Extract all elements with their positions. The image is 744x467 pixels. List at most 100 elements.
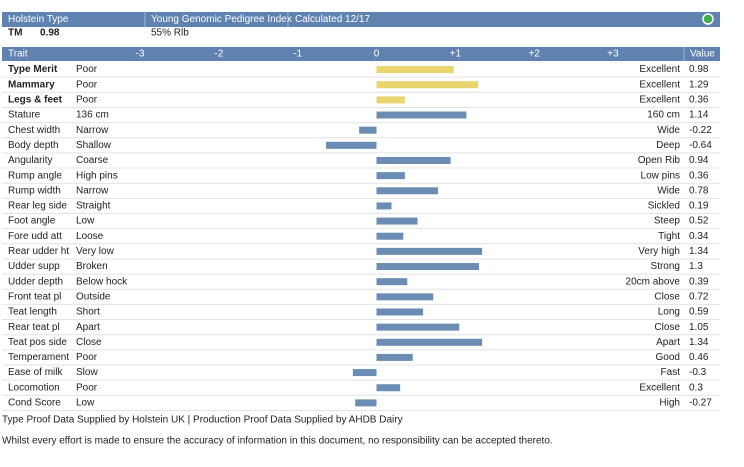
value: 1.14: [689, 110, 709, 121]
value: 1.34: [689, 337, 709, 348]
breed: Holstein Type: [8, 14, 69, 25]
bar: [376, 293, 434, 301]
bar: [376, 217, 418, 225]
bar: [376, 247, 483, 255]
x-tick-label: +1: [450, 49, 462, 60]
low-label: Straight: [76, 201, 111, 212]
low-label: Poor: [76, 95, 98, 106]
bar: [376, 232, 404, 240]
bar: [376, 111, 467, 119]
value: 0.36: [689, 95, 709, 106]
high-label: Excellent: [639, 79, 680, 90]
trait-name: Type Merit: [8, 64, 58, 75]
high-label: Open Rib: [638, 155, 681, 166]
high-label: Excellent: [639, 95, 680, 106]
trait-name: Rear teat pl: [8, 322, 60, 333]
value: 0.78: [689, 185, 709, 196]
value: 1.29: [689, 79, 709, 90]
low-label: Poor: [76, 79, 98, 90]
header-bar: [2, 12, 720, 27]
high-label: Low pins: [641, 170, 680, 181]
high-label: Tight: [658, 231, 680, 242]
low-label: Shallow: [76, 140, 112, 151]
bar: [376, 81, 479, 89]
tm-value: 0.98: [40, 28, 60, 39]
low-label: Poor: [76, 352, 98, 363]
low-label: Very low: [76, 246, 115, 257]
low-label: Broken: [76, 261, 108, 272]
trait-name: Locomotion: [8, 382, 60, 393]
bar: [376, 263, 479, 271]
value-header: Value: [690, 49, 715, 60]
bar: [352, 369, 377, 377]
x-tick-label: -3: [136, 49, 145, 60]
tm-label: TM: [8, 28, 22, 39]
chart-header-bar: [2, 47, 720, 61]
value: 0.59: [689, 307, 709, 318]
trait-name: Rear leg side: [8, 201, 67, 212]
value: 0.3: [689, 382, 703, 393]
low-label: Apart: [76, 322, 100, 333]
high-label: Excellent: [639, 64, 680, 75]
value: -0.3: [689, 367, 707, 378]
bar: [376, 308, 424, 316]
low-label: Slow: [76, 367, 98, 378]
high-label: High: [659, 398, 680, 409]
low-label: Loose: [76, 231, 104, 242]
value: -0.27: [689, 398, 712, 409]
high-label: Apart: [656, 337, 680, 348]
low-label: Narrow: [76, 185, 109, 196]
trait-name: Rump width: [8, 185, 61, 196]
trait-name: Ease of milk: [8, 367, 63, 378]
trait-name: Temperament: [8, 352, 69, 363]
value: 0.39: [689, 276, 709, 287]
high-label: Strong: [651, 261, 680, 272]
value: -0.22: [689, 125, 712, 136]
low-label: Coarse: [76, 155, 109, 166]
high-label: Fast: [661, 367, 681, 378]
bar: [376, 156, 451, 164]
high-label: Good: [656, 352, 680, 363]
bar: [376, 202, 392, 210]
x-tick-label: 0: [374, 49, 380, 60]
bar: [376, 187, 438, 195]
low-label: Outside: [76, 291, 111, 302]
value: 0.46: [689, 352, 709, 363]
sources: Type Proof Data Supplied by Holstein UK …: [2, 415, 403, 426]
x-tick-label: +2: [528, 49, 540, 60]
high-label: 160 cm: [647, 110, 680, 121]
trait-name: Mammary: [8, 79, 55, 90]
trait-name: Teat length: [8, 307, 57, 318]
low-label: Low: [76, 398, 95, 409]
low-label: Narrow: [76, 125, 109, 136]
high-label: Long: [658, 307, 680, 318]
trait-name: Udder depth: [8, 276, 63, 287]
value: -0.64: [689, 140, 712, 151]
trait-name: Foot angle: [8, 216, 56, 227]
low-label: High pins: [76, 170, 118, 181]
index-name: Young Genomic Pedigree Index: [151, 14, 292, 25]
high-label: 20cm above: [626, 276, 681, 287]
high-label: Very high: [638, 246, 680, 257]
bar: [376, 172, 405, 180]
trait-name: Rump angle: [8, 170, 62, 181]
low-label: Below hock: [76, 276, 128, 287]
bar: [355, 399, 377, 407]
bar: [376, 384, 401, 392]
value: 1.34: [689, 246, 709, 257]
high-label: Steep: [654, 216, 681, 227]
value: 1.05: [689, 322, 709, 333]
x-tick-label: -2: [214, 49, 223, 60]
low-label: Poor: [76, 64, 98, 75]
low-label: Short: [76, 307, 100, 318]
trait-name: Udder supp: [8, 261, 60, 272]
trait-name: Stature: [8, 110, 41, 121]
low-label: Low: [76, 216, 95, 227]
bar: [376, 338, 483, 346]
value: 0.19: [689, 201, 709, 212]
trait-name: Front teat pl: [8, 291, 61, 302]
bar: [376, 278, 408, 286]
low-label: Close: [76, 337, 102, 348]
disclaimer: Whilst every effort is made to ensure th…: [2, 436, 553, 447]
